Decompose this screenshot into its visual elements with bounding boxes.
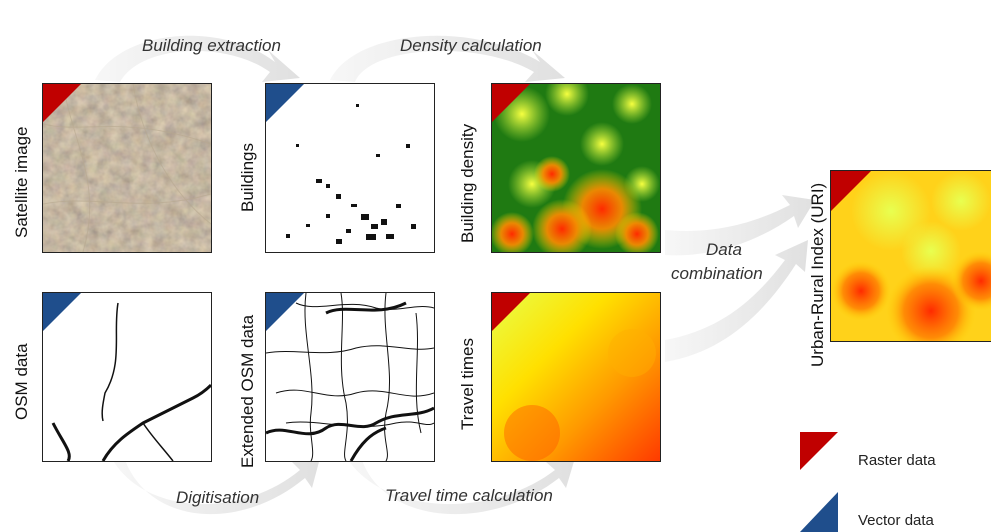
vector-marker [43,293,81,331]
step-data-combination-1: Data [706,240,742,259]
raster-marker [492,293,530,331]
step-density-calculation: Density calculation [400,36,542,55]
label-buildings: Buildings [238,143,257,212]
panel-building-density [491,83,661,253]
label-uri: Urban-Rural Index (URI) [808,182,827,367]
vector-marker [266,84,304,122]
panel-travel-times [491,292,661,462]
raster-marker [831,171,871,211]
label-osm-data: OSM data [12,343,31,420]
arrow-building-extraction [95,35,300,82]
panel-uri [830,170,991,342]
raster-marker [43,84,81,122]
legend-vector-marker [800,492,838,532]
label-travel-times: Travel times [458,338,477,430]
arrow-density-calculation [330,35,565,82]
step-digitisation: Digitisation [176,488,260,507]
panel-osm-data [42,292,212,462]
panel-buildings [265,83,435,253]
vector-marker [266,293,304,331]
arrow-travel-time [345,455,575,515]
raster-marker [492,84,530,122]
arrow-digitisation [110,455,320,515]
label-satellite-image: Satellite image [12,126,31,238]
label-extended-osm-data: Extended OSM data [238,314,257,468]
step-building-extraction: Building extraction [142,36,281,55]
legend-raster-label: Raster data [858,452,936,469]
legend-raster-marker [800,432,838,470]
step-travel-time-calculation: Travel time calculation [385,486,553,505]
legend-vector-label: Vector data [858,512,934,529]
arrow-data-combination [665,195,815,256]
panel-extended-osm-data [265,292,435,462]
step-data-combination-2: combination [671,264,763,283]
label-building-density: Building density [458,123,477,243]
panel-satellite-image [42,83,212,253]
